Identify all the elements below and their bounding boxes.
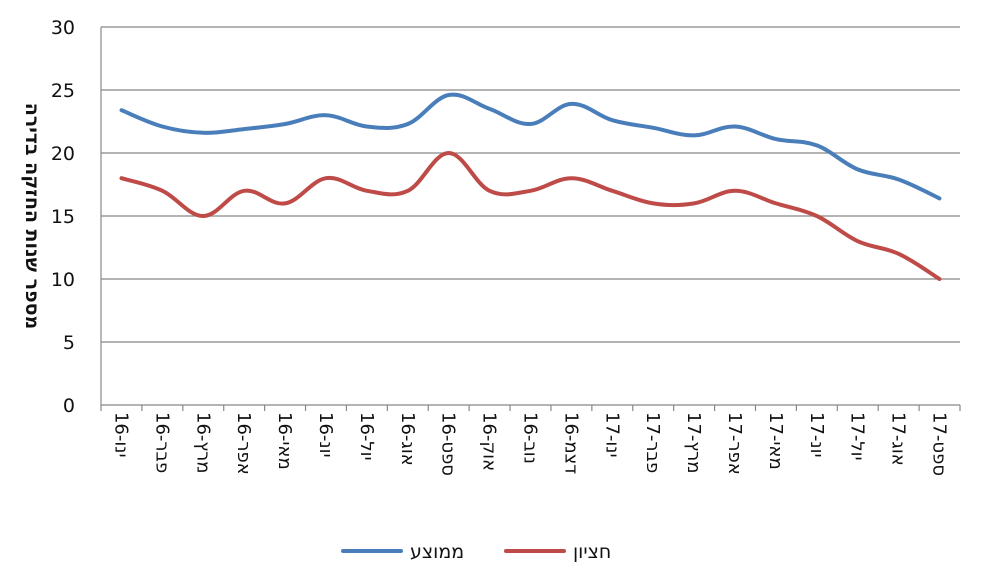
y-tick-label: 0: [63, 395, 75, 417]
data-point: [815, 214, 819, 218]
x-tick-label: מאי-16: [274, 412, 295, 470]
y-tick-label: 25: [51, 80, 75, 102]
x-tick-label: אפר-16: [233, 412, 254, 475]
data-point: [815, 143, 819, 147]
x-tick-label: פבר-16: [151, 412, 172, 473]
data-point: [692, 201, 696, 205]
x-tick-label: נוב-16: [520, 412, 541, 464]
x-tick-label: אוג-16: [397, 412, 418, 466]
tick-labels: 0 5 10 15 20 25 30 ינו-16 פבר-16 מרץ-16 אפר-16 מאי-…: [51, 17, 950, 476]
y-tick-label: 30: [51, 17, 75, 39]
data-point: [324, 176, 328, 180]
series-lines: [119, 92, 942, 281]
series-line-0: [119, 92, 942, 201]
y-tick-label: 5: [63, 332, 75, 354]
x-tick-label: אפר-17: [724, 412, 745, 475]
x-tick-label: ספט-16: [438, 412, 459, 476]
x-tick-label: יונ-16: [315, 412, 336, 458]
data-point: [201, 214, 205, 218]
x-tick-label: דצמ-16: [560, 412, 581, 474]
x-tick-label: יול-17: [847, 412, 868, 461]
data-point: [774, 137, 778, 141]
data-point: [610, 189, 614, 193]
data-point: [365, 189, 369, 193]
data-point: [283, 122, 287, 126]
data-point: [119, 176, 123, 180]
x-tick-label: ספט-17: [929, 412, 950, 476]
x-tick-label: מאי-17: [765, 412, 786, 470]
data-point: [488, 189, 492, 193]
data-point: [651, 201, 655, 205]
data-point: [201, 131, 205, 135]
data-point: [529, 189, 533, 193]
x-tick-label: ינו-17: [601, 412, 622, 458]
data-point: [897, 177, 901, 181]
data-point: [447, 93, 451, 97]
data-point: [569, 102, 573, 106]
x-tick-label: אוק-16: [479, 412, 500, 471]
data-point: [447, 151, 451, 155]
data-point: [897, 252, 901, 256]
x-tick-label: מרץ-17: [683, 412, 704, 474]
x-tick-label: ינו-16: [110, 412, 131, 458]
y-axis-label: מספר שנות החזקה בדירה: [21, 103, 43, 330]
x-tick-label: אוג-17: [888, 412, 909, 466]
data-point: [692, 133, 696, 137]
series-line-1: [119, 151, 942, 281]
data-point: [242, 189, 246, 193]
data-point: [242, 127, 246, 131]
x-tick-label: מרץ-16: [192, 412, 213, 474]
data-point: [856, 239, 860, 243]
data-point: [160, 189, 164, 193]
data-point: [733, 125, 737, 129]
data-point: [610, 118, 614, 122]
data-point: [119, 108, 123, 112]
data-point: [529, 122, 533, 126]
data-point: [938, 277, 942, 281]
legend-label-0: ממוצע: [410, 541, 464, 563]
data-point: [488, 107, 492, 111]
y-tick-label: 20: [51, 143, 75, 165]
data-point: [365, 125, 369, 129]
legend-label-1: חציון: [573, 541, 611, 563]
data-point: [406, 189, 410, 193]
data-point: [324, 113, 328, 117]
data-point: [406, 122, 410, 126]
x-tick-label: פבר-17: [642, 412, 663, 473]
data-point: [774, 201, 778, 205]
y-tick-label: 10: [51, 269, 75, 291]
gridlines: [101, 26, 960, 343]
data-point: [733, 189, 737, 193]
legend: ממוצע חציון: [341, 541, 611, 563]
x-tick-label: יונ-17: [806, 412, 827, 458]
data-point: [283, 201, 287, 205]
data-point: [938, 196, 942, 200]
data-point: [651, 126, 655, 130]
axes: [100, 27, 961, 411]
data-point: [160, 125, 164, 129]
data-point: [856, 167, 860, 171]
y-tick-label: 15: [51, 206, 75, 228]
data-point: [569, 176, 573, 180]
x-tick-label: יול-16: [356, 412, 377, 461]
